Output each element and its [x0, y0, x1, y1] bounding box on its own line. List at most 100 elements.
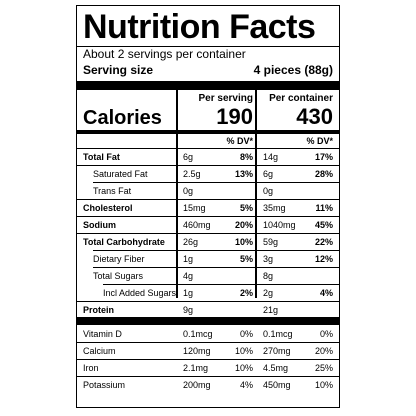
dv-per-serving: 20% — [234, 220, 253, 230]
nutrient-name: Saturated Fat — [93, 169, 148, 179]
amount-per-container: 6g — [263, 169, 274, 179]
divider — [77, 165, 339, 166]
calories-label: Calories — [83, 107, 162, 129]
nutrient-row-calcium: Calcium 120mg 10% 270mg 20% — [77, 343, 339, 359]
amount-per-container: 21g — [263, 305, 279, 315]
dv-per-serving: 10% — [234, 237, 253, 247]
divider — [103, 284, 339, 285]
amount-per-container: 59g — [263, 237, 279, 247]
amount-per-serving: 1g — [183, 288, 194, 298]
amount-per-container: 0g — [263, 186, 274, 196]
dv-header-container: % DV* — [306, 136, 333, 146]
nutrient-row-sodium: Sodium 460mg 20% 1040mg 45% — [77, 217, 339, 233]
dv-per-serving: 8% — [239, 152, 253, 162]
nutrient-name: Total Carbohydrate — [83, 237, 165, 247]
amount-per-serving: 9g — [183, 305, 194, 315]
nutrient-name: Dietary Fiber — [93, 254, 145, 264]
nutrient-row-total-carbohydrate: Total Carbohydrate 26g 10% 59g 22% — [77, 234, 339, 250]
per-serving-header: Per serving — [198, 93, 253, 104]
dv-per-container: 20% — [314, 346, 333, 356]
dv-per-container: 45% — [314, 220, 333, 230]
nutrient-name: Calcium — [83, 346, 116, 356]
nutrient-row-iron: Iron 2.1mg 10% 4.5mg 25% — [77, 360, 339, 376]
divider — [77, 233, 339, 234]
serving-size-label: Serving size — [83, 63, 154, 77]
dv-header-serving: % DV* — [226, 136, 253, 146]
calories-per-serving: 190 — [216, 104, 253, 129]
column-divider-right — [255, 90, 257, 298]
amount-per-serving: 460mg — [183, 220, 211, 230]
amount-per-container: 35mg — [263, 203, 286, 213]
amount-per-serving: 200mg — [183, 380, 211, 390]
amount-per-container: 14g — [263, 152, 279, 162]
dv-per-container: 0% — [319, 329, 333, 339]
amount-per-container: 450mg — [263, 380, 291, 390]
nutrient-name: Cholesterol — [83, 203, 133, 213]
nutrient-row-protein: Protein 9g 21g — [77, 302, 339, 318]
medium-divider — [77, 130, 339, 134]
column-divider-left — [176, 90, 178, 298]
dv-per-container: 22% — [314, 237, 333, 247]
amount-per-container: 1040mg — [263, 220, 296, 230]
amount-per-serving: 1g — [183, 254, 194, 264]
dv-per-serving: 2% — [239, 288, 253, 298]
divider — [77, 359, 339, 360]
amount-per-serving: 2.5g — [183, 169, 201, 179]
divider — [77, 199, 339, 200]
nutrient-name: Sodium — [83, 220, 116, 230]
nutrient-row-saturated-fat: Saturated Fat 2.5g 13% 6g 28% — [77, 166, 339, 182]
calories-per-container: 430 — [296, 104, 333, 129]
amount-per-serving: 26g — [183, 237, 199, 247]
serving-size-value: 4 pieces (88g) — [253, 63, 333, 77]
nutrient-row-dietary-fiber: Dietary Fiber 1g 5% 3g 12% — [77, 251, 339, 267]
divider — [77, 301, 339, 302]
amount-per-serving: 120mg — [183, 346, 211, 356]
divider — [93, 267, 339, 268]
dv-per-serving: 4% — [239, 380, 253, 390]
label-title: Nutrition Facts — [83, 8, 316, 46]
dv-per-serving: 13% — [234, 169, 253, 179]
amount-per-container: 270mg — [263, 346, 291, 356]
nutrient-name: Potassium — [83, 380, 126, 390]
nutrient-name: Total Fat — [83, 152, 120, 162]
amount-per-serving: 4g — [183, 271, 194, 281]
nutrient-row-added-sugars: Incl Added Sugars 1g 2% 2g 4% — [77, 285, 339, 301]
dv-per-serving: 0% — [239, 329, 253, 339]
nutrient-name: Incl Added Sugars — [103, 288, 177, 298]
divider — [77, 216, 339, 217]
dv-per-container: 12% — [314, 254, 333, 264]
dv-per-container: 4% — [319, 288, 333, 298]
nutrient-row-potassium: Potassium 200mg 4% 450mg 10% — [77, 377, 339, 393]
amount-per-container: 4.5mg — [263, 363, 289, 373]
amount-per-serving: 0g — [183, 186, 194, 196]
dv-per-serving: 5% — [239, 203, 253, 213]
thick-divider — [77, 81, 339, 90]
nutrient-row-cholesterol: Cholesterol 15mg 5% 35mg 11% — [77, 200, 339, 216]
divider — [77, 376, 339, 377]
amount-per-container: 3g — [263, 254, 274, 264]
thick-divider — [77, 317, 339, 325]
amount-per-serving: 2.1mg — [183, 363, 209, 373]
nutrient-name: Vitamin D — [83, 329, 122, 339]
nutrient-row-total-fat: Total Fat 6g 8% 14g 17% — [77, 149, 339, 165]
divider — [77, 46, 339, 47]
dv-per-container: 11% — [315, 203, 333, 213]
nutrient-row-total-sugars: Total Sugars 4g 8g — [77, 268, 339, 284]
amount-per-serving: 15mg — [183, 203, 206, 213]
amount-per-container: 2g — [263, 288, 274, 298]
servings-per-container: About 2 servings per container — [83, 47, 246, 61]
nutrition-facts-label: Nutrition Facts About 2 servings per con… — [76, 5, 340, 408]
dv-per-container: 25% — [314, 363, 333, 373]
amount-per-container: 0.1mcg — [263, 329, 293, 339]
divider — [93, 182, 339, 183]
nutrient-name: Trans Fat — [93, 186, 132, 196]
per-container-header: Per container — [269, 93, 333, 104]
amount-per-container: 8g — [263, 271, 274, 281]
dv-per-serving: 10% — [234, 346, 253, 356]
dv-per-serving: 10% — [234, 363, 253, 373]
divider — [77, 148, 339, 149]
nutrient-name: Protein — [83, 305, 115, 315]
nutrient-name: Total Sugars — [93, 271, 144, 281]
nutrient-row-trans-fat: Trans Fat 0g 0g — [77, 183, 339, 199]
dv-per-container: 28% — [314, 169, 333, 179]
